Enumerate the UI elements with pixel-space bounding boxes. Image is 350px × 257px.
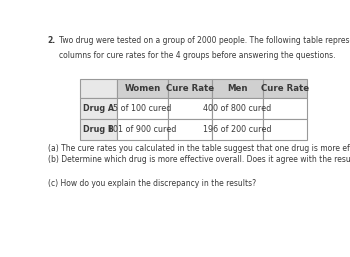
Text: Cure Rate: Cure Rate — [261, 84, 309, 93]
Bar — [263, 79, 307, 98]
Bar — [168, 79, 212, 98]
Bar — [168, 98, 212, 119]
Bar — [263, 98, 307, 119]
Text: Drug B: Drug B — [83, 125, 114, 134]
Text: columns for cure rates for the 4 groups before answering the questions.: columns for cure rates for the 4 groups … — [59, 51, 335, 60]
Text: Drug A: Drug A — [83, 104, 114, 113]
Text: 196 of 200 cured: 196 of 200 cured — [203, 125, 272, 134]
Bar — [212, 98, 263, 119]
Text: Cure Rate: Cure Rate — [166, 84, 214, 93]
Bar — [212, 79, 263, 98]
Bar — [117, 79, 168, 98]
Bar — [117, 119, 168, 140]
Text: (c) How do you explain the discrepancy in the results?: (c) How do you explain the discrepancy i… — [48, 179, 256, 188]
Text: 5 of 100 cured: 5 of 100 cured — [113, 104, 172, 113]
Text: Men: Men — [227, 84, 248, 93]
Bar — [117, 98, 168, 119]
Text: Women: Women — [124, 84, 161, 93]
Text: 101 of 900 cured: 101 of 900 cured — [108, 125, 176, 134]
Bar — [263, 119, 307, 140]
Text: Two drug were tested on a group of 2000 people. The following table represents t: Two drug were tested on a group of 2000 … — [59, 36, 350, 45]
Bar — [80, 79, 117, 98]
Text: 2.: 2. — [48, 36, 56, 45]
Bar — [212, 119, 263, 140]
Text: (b) Determine which drug is more effective overall. Does it agree with the resul: (b) Determine which drug is more effecti… — [48, 154, 350, 163]
Bar — [168, 119, 212, 140]
Bar — [80, 98, 117, 119]
Text: 400 of 800 cured: 400 of 800 cured — [203, 104, 272, 113]
Bar — [80, 119, 117, 140]
Text: (a) The cure rates you calculated in the table suggest that one drug is more eff: (a) The cure rates you calculated in the… — [48, 144, 350, 153]
